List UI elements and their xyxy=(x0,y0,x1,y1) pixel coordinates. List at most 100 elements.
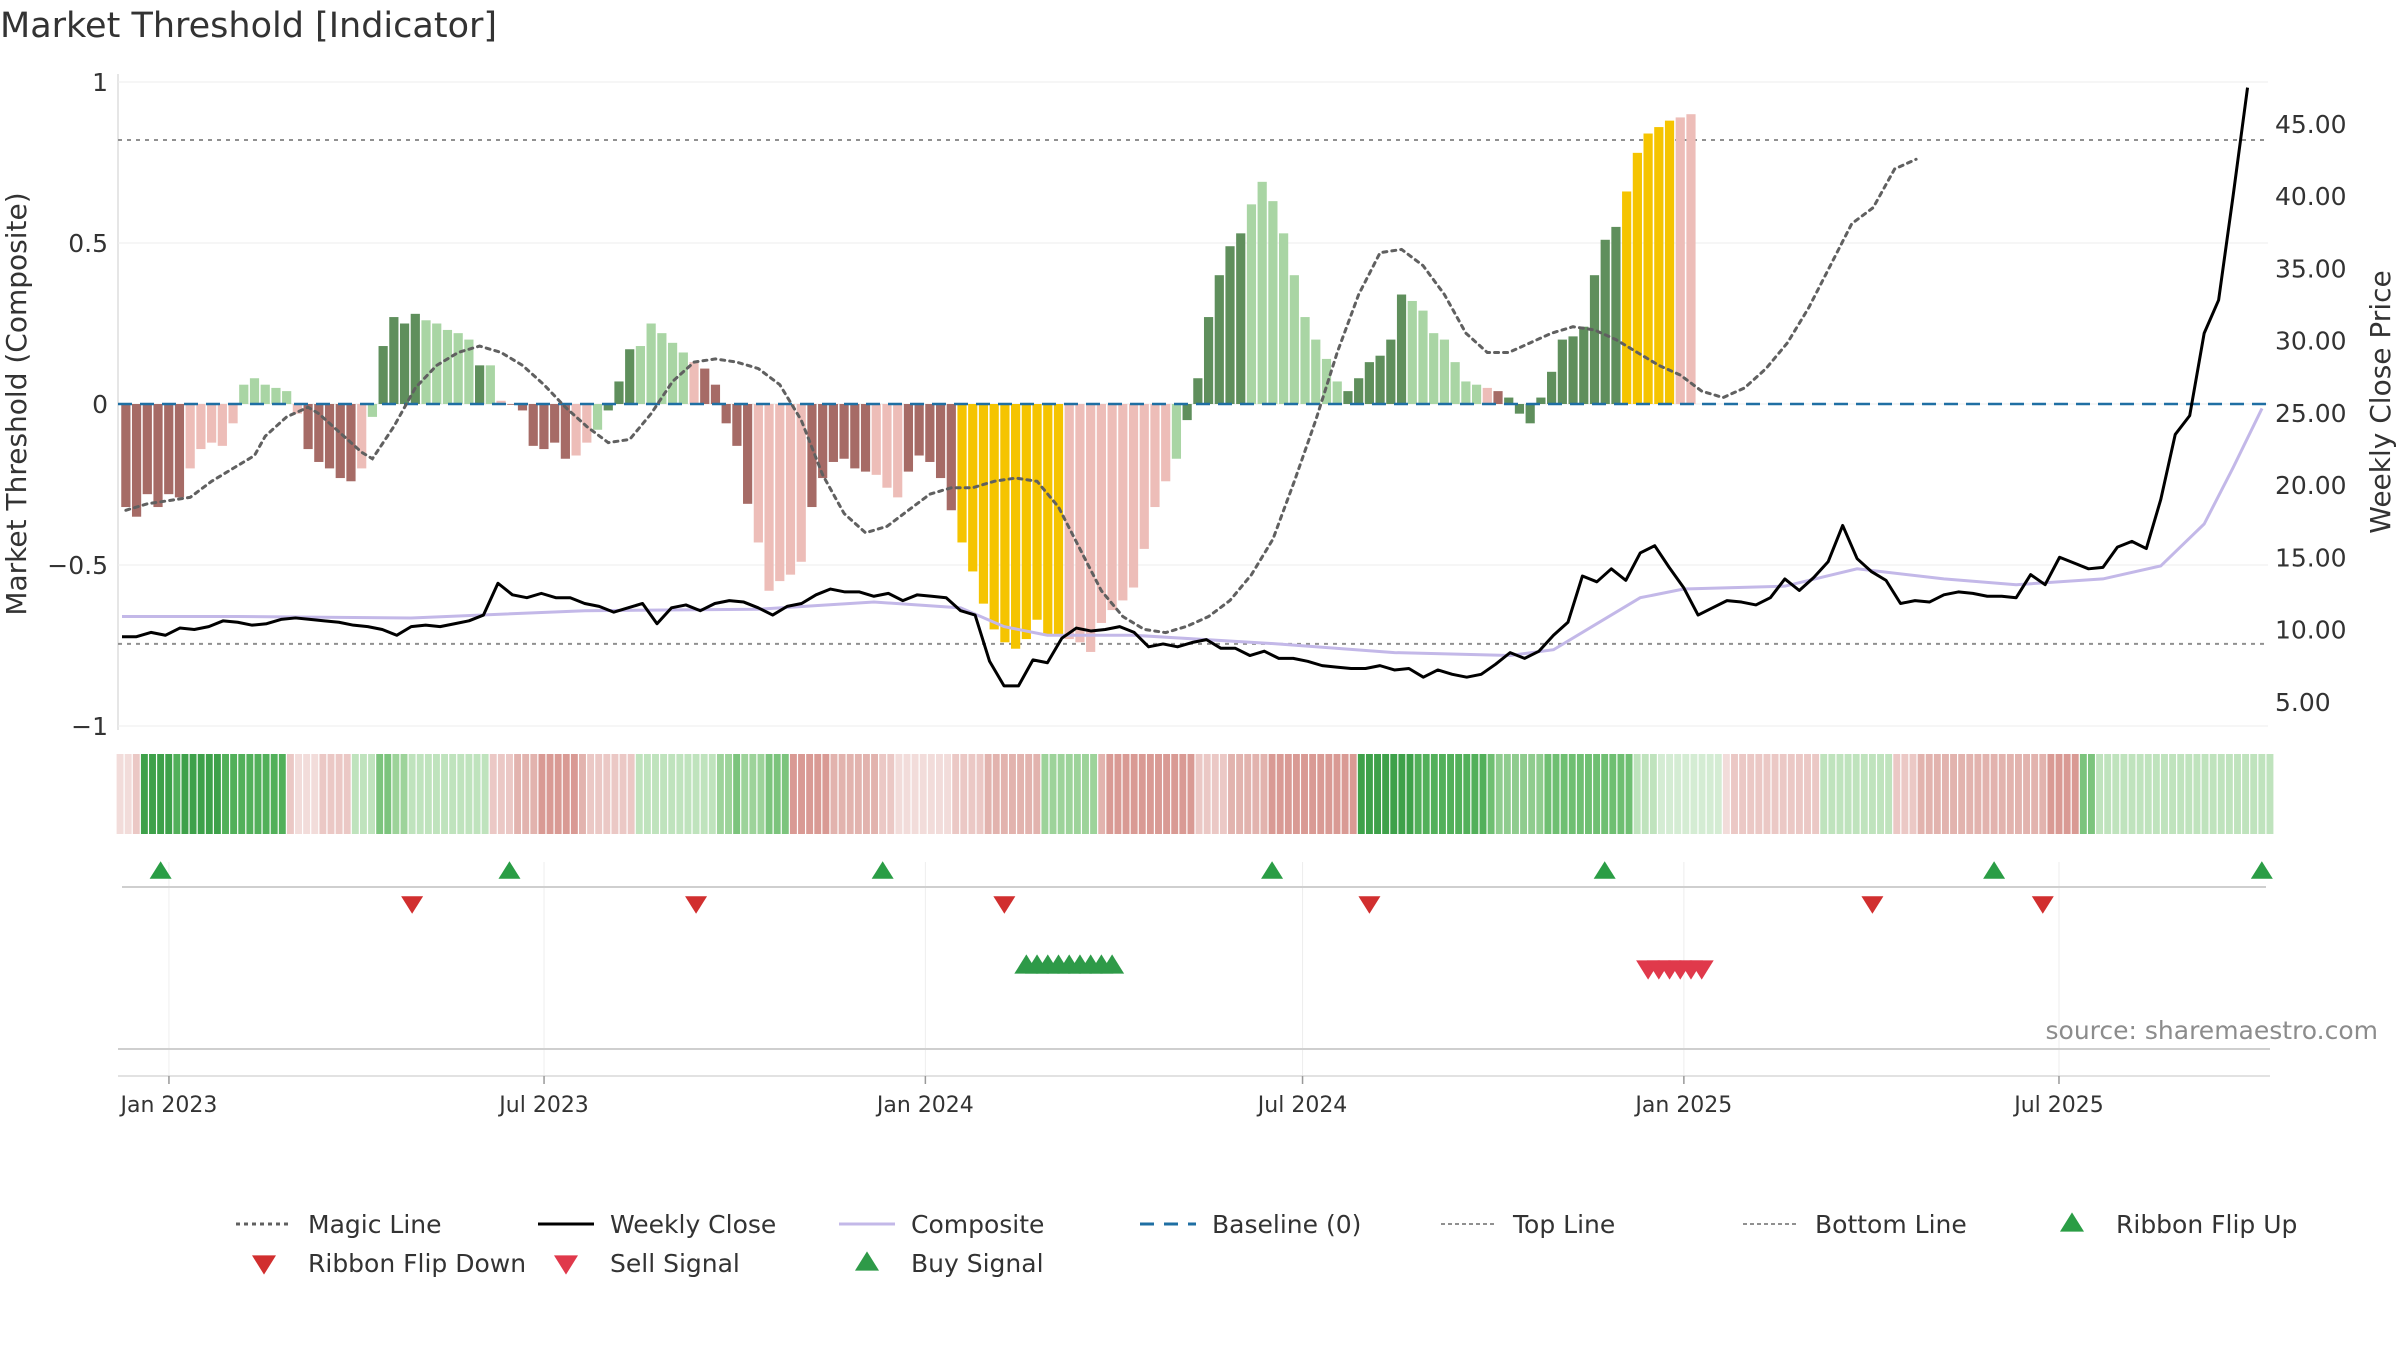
ribbon-cell xyxy=(1528,754,1536,834)
ribbon-cell xyxy=(1706,754,1714,834)
composite-bar xyxy=(399,323,410,404)
ribbon-cell xyxy=(1771,754,1779,834)
composite-bar xyxy=(1150,404,1160,508)
ribbon-cell xyxy=(976,754,984,834)
composite-bar xyxy=(914,404,924,456)
ribbon-cell xyxy=(238,754,246,834)
ribbon-cell xyxy=(733,754,741,834)
composite-bar xyxy=(1396,294,1407,404)
ribbon-cell xyxy=(1941,754,1949,834)
composite-bar xyxy=(550,404,560,443)
ribbon-cell xyxy=(789,754,797,834)
legend-swatch-triangle-down xyxy=(554,1255,578,1275)
ribbon-cell xyxy=(116,754,124,834)
composite-bar xyxy=(1161,404,1171,482)
ribbon-flip-down-marker xyxy=(1861,896,1884,914)
ribbon-cell xyxy=(741,754,749,834)
ribbon-cell xyxy=(1877,754,1884,834)
composite-bar xyxy=(571,404,581,456)
ribbon-cell xyxy=(295,754,302,834)
composite-bar xyxy=(485,365,495,404)
composite-bar xyxy=(1579,326,1589,404)
ribbon-cell xyxy=(1576,754,1584,834)
ribbon-cell xyxy=(2055,754,2063,834)
legend-item: Ribbon Flip Down xyxy=(252,1249,526,1278)
weekly-close-line xyxy=(122,87,2250,688)
y-tick-right: 35.00 xyxy=(2275,254,2347,283)
ribbon-flip-up-marker xyxy=(1983,861,2006,879)
composite-bar xyxy=(1203,317,1214,404)
ribbon-flip-down-marker xyxy=(1358,896,1381,914)
composite-bar xyxy=(818,404,828,479)
ribbon-cell xyxy=(2225,754,2233,834)
composite-bar xyxy=(560,404,570,459)
y-tick-right: 25.00 xyxy=(2275,399,2347,428)
ribbon-cell xyxy=(506,754,513,834)
ribbon-cell xyxy=(1787,754,1795,834)
ribbon-cell xyxy=(1374,754,1381,834)
composite-bar xyxy=(121,404,131,508)
composite-bar xyxy=(646,323,656,404)
ribbon-cell xyxy=(1593,754,1601,834)
ribbon-cell xyxy=(1276,754,1284,834)
ribbon-cell xyxy=(1073,754,1081,834)
ribbon-cell xyxy=(692,754,700,834)
composite-bar xyxy=(185,404,195,469)
composite-bar xyxy=(1643,133,1653,404)
ribbon-cell xyxy=(952,754,960,834)
composite-bar xyxy=(421,320,431,404)
ribbon-cell xyxy=(668,754,676,834)
composite-bar xyxy=(710,384,721,404)
ribbon-cell xyxy=(2250,754,2258,834)
composite-bar xyxy=(721,404,731,424)
ribbon-cell xyxy=(1649,754,1657,834)
ribbon-flip-up-marker xyxy=(1593,861,1616,879)
ribbon-cell xyxy=(376,754,384,834)
y-tick-right: 45.00 xyxy=(2275,110,2347,139)
composite-bar xyxy=(1482,387,1492,404)
composite-bar xyxy=(196,404,206,450)
ribbon-cell xyxy=(1852,754,1860,834)
composite-bar xyxy=(1096,404,1106,623)
ribbon-cell xyxy=(903,754,911,834)
ribbon-cell xyxy=(1511,754,1519,834)
ribbon-cell xyxy=(635,754,643,834)
ribbon-cell xyxy=(327,754,335,834)
ribbon-cell xyxy=(1236,754,1244,834)
composite-bar xyxy=(1429,333,1439,404)
composite-bar xyxy=(753,404,763,543)
composite-bar xyxy=(410,313,420,404)
ribbon-cell xyxy=(343,754,351,834)
composite-bar xyxy=(442,329,453,404)
y-tick-right: 15.00 xyxy=(2275,543,2347,572)
composite-bar xyxy=(1086,404,1096,652)
ribbon-cell xyxy=(1820,754,1828,834)
composite-bar xyxy=(1493,391,1503,404)
ribbon-cell xyxy=(384,754,392,834)
chart-title: Market Threshold [Indicator] xyxy=(0,6,497,46)
y-tick-left: 1 xyxy=(92,68,108,97)
composite-bar xyxy=(142,404,152,495)
composite-bar xyxy=(271,387,281,404)
ribbon-cell xyxy=(1739,754,1747,834)
ribbon-cell xyxy=(465,754,473,834)
legend-item: Top Line xyxy=(1441,1210,1615,1239)
ribbon-cell xyxy=(984,754,992,834)
ribbon-cell xyxy=(854,754,862,834)
ribbon-cell xyxy=(1714,754,1722,834)
ribbon-cell xyxy=(879,754,887,834)
ribbon-cell xyxy=(1536,754,1544,834)
ribbon-cell xyxy=(1398,754,1406,834)
y-axis-right-label: Weekly Close Price xyxy=(2364,270,2397,533)
ribbon-cell xyxy=(2047,754,2055,834)
ribbon-cell xyxy=(2071,754,2079,834)
ribbon-cell xyxy=(1284,754,1292,834)
composite-bar xyxy=(1654,127,1664,404)
ribbon-cell xyxy=(1041,754,1049,834)
composite-bar xyxy=(1214,275,1224,404)
ribbon-cell xyxy=(2079,754,2087,834)
composite-bar xyxy=(678,352,688,404)
legend-label: Ribbon Flip Up xyxy=(2116,1210,2297,1239)
ribbon-cell xyxy=(1609,754,1617,834)
